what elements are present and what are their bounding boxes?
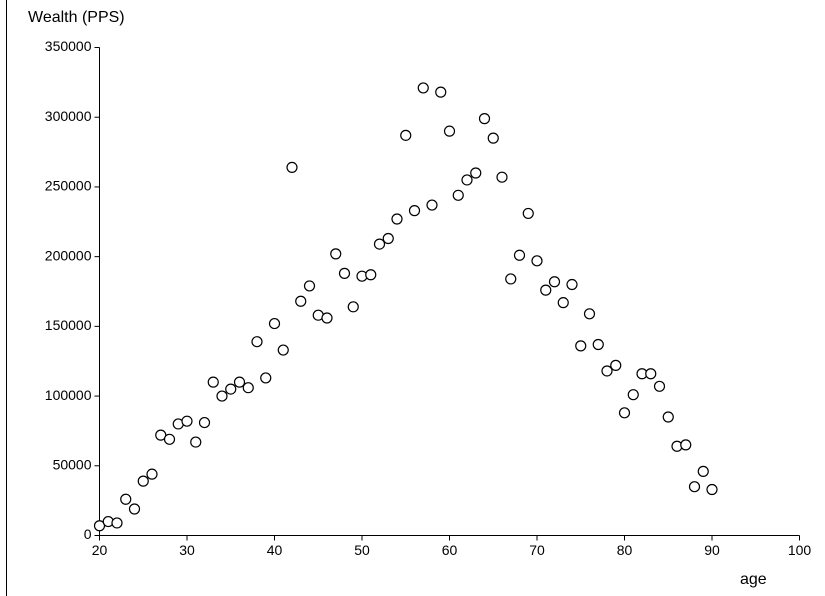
- point: [478, 113, 491, 125]
- y-tick-label: 150000: [45, 317, 92, 333]
- point: [120, 493, 132, 505]
- point: [347, 301, 359, 313]
- y-axis-title: Wealth (PPS): [28, 9, 125, 26]
- point: [190, 436, 202, 448]
- y-tick-label: 200000: [45, 247, 92, 263]
- point: [443, 125, 456, 137]
- point: [592, 338, 604, 351]
- x-tick-label: 80: [617, 542, 633, 558]
- y-tick-label: 350000: [45, 38, 92, 54]
- point: [461, 174, 473, 186]
- point: [452, 189, 464, 201]
- point: [382, 232, 394, 245]
- point: [583, 308, 596, 320]
- y-tick-label: 300000: [45, 108, 92, 124]
- point: [400, 129, 412, 141]
- y-tick-label: 250000: [45, 178, 92, 194]
- point: [680, 439, 692, 451]
- point: [505, 273, 517, 285]
- point: [618, 407, 631, 419]
- x-tick-label: 30: [179, 542, 195, 558]
- point: [426, 199, 438, 211]
- point: [653, 380, 666, 392]
- point: [645, 368, 657, 380]
- point: [688, 481, 701, 493]
- point: [697, 465, 709, 477]
- point: [365, 269, 377, 281]
- point: [277, 344, 289, 356]
- point: [531, 255, 543, 267]
- point: [93, 520, 106, 532]
- point: [408, 205, 421, 217]
- point: [627, 389, 639, 401]
- point: [128, 503, 141, 515]
- point: [260, 372, 272, 384]
- point: [706, 483, 718, 496]
- point: [295, 295, 307, 307]
- point: [181, 415, 193, 427]
- point: [548, 276, 561, 288]
- x-tick-label: 90: [704, 542, 720, 558]
- y-tick-label: 50000: [53, 456, 92, 472]
- point: [146, 468, 158, 480]
- point: [496, 171, 508, 183]
- x-tick-label: 20: [92, 542, 108, 558]
- point: [391, 213, 403, 225]
- point: [251, 336, 263, 348]
- point: [338, 267, 351, 279]
- point: [373, 238, 386, 250]
- point: [487, 132, 499, 144]
- x-axis-title: age: [740, 571, 767, 588]
- point: [268, 317, 281, 330]
- point: [137, 475, 149, 487]
- point: [111, 517, 123, 529]
- point: [662, 411, 674, 423]
- point: [330, 248, 342, 260]
- x-tick-label: 50: [354, 542, 370, 558]
- point: [163, 433, 176, 445]
- point: [557, 297, 569, 309]
- x-tick-label: 70: [529, 542, 545, 558]
- x-tick-label: 40: [267, 542, 283, 558]
- point: [225, 383, 237, 395]
- point: [575, 340, 587, 352]
- point: [286, 161, 298, 174]
- point: [321, 312, 333, 324]
- point: [242, 382, 254, 394]
- point: [435, 86, 447, 98]
- point: [566, 278, 578, 291]
- point: [155, 429, 167, 441]
- point: [540, 284, 552, 296]
- point: [522, 207, 534, 220]
- point: [601, 365, 613, 377]
- point: [233, 376, 246, 388]
- point: [207, 376, 219, 388]
- point: [303, 280, 316, 292]
- point: [216, 390, 228, 402]
- point: [513, 249, 526, 261]
- point: [417, 82, 429, 94]
- point: [610, 359, 622, 371]
- point: [470, 167, 482, 179]
- y-tick-label: 0: [84, 526, 92, 542]
- x-tick-label: 60: [442, 542, 458, 558]
- point: [198, 416, 211, 429]
- y-tick-label: 100000: [45, 387, 92, 403]
- x-tick-label: 100: [788, 542, 812, 558]
